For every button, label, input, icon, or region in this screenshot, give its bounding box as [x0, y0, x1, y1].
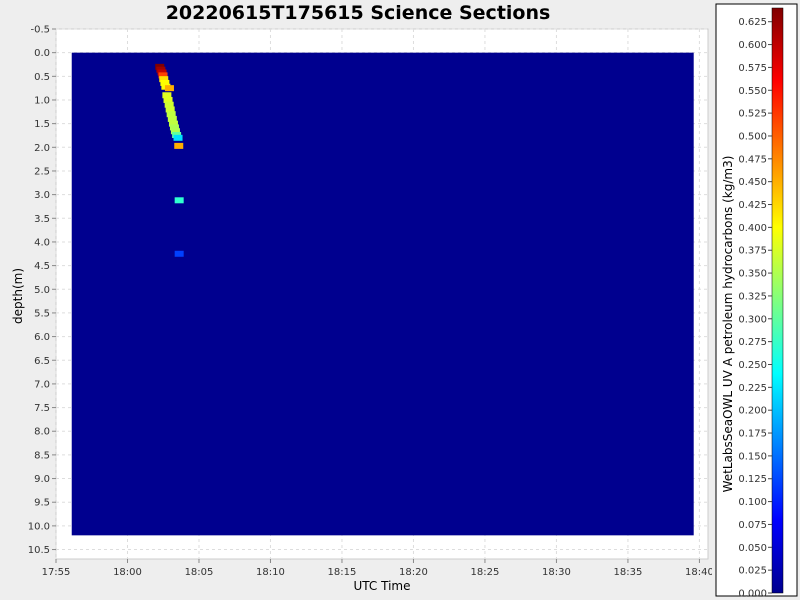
colorbar-tick-label: 0.350 [738, 269, 767, 280]
y-tick-label: 5.0 [34, 285, 50, 296]
x-tick-label: 18:00 [113, 567, 142, 578]
y-tick-label: 3.0 [34, 190, 50, 201]
colorbar-tick-label: 0.425 [738, 200, 767, 211]
y-tick-label: 8.0 [34, 427, 50, 438]
y-tick-label: 6.0 [34, 332, 50, 343]
data-cell [167, 115, 177, 122]
x-axis-ticks: 17:55 18:00 18:05 18:10 18:15 18:20 18:25 18:30… [42, 559, 712, 578]
y-tick-label: 5.5 [34, 308, 50, 319]
colorbar-tick-label: 0.225 [738, 383, 767, 394]
y-tick-label: 10.5 [28, 545, 50, 556]
data-cell [168, 120, 178, 127]
colorbar-tick-label: 0.075 [738, 520, 767, 531]
colorbar-tick-label: 0.025 [738, 566, 767, 577]
colorbar-tick-label: 0.525 [738, 109, 767, 120]
x-tick-label: 18:30 [542, 567, 571, 578]
y-tick-label: 9.5 [34, 498, 50, 509]
colorbar-tick-label: 0.500 [738, 131, 767, 142]
x-tick-label: 18:25 [471, 567, 500, 578]
x-tick-label: 18:05 [185, 567, 214, 578]
colorbar-tick-label: 0.575 [738, 63, 767, 74]
x-tick-label: 18:10 [256, 567, 285, 578]
y-tick-label: 2.5 [34, 166, 50, 177]
data-cells [155, 63, 184, 257]
colorbar-tick-label: 0.275 [738, 337, 767, 348]
y-tick-label: 2.0 [34, 143, 50, 154]
colorbar-tick-label: 0.000 [738, 589, 767, 600]
colorbar-tick-label: 0.400 [738, 223, 767, 234]
y-tick-label: 0.0 [34, 48, 50, 59]
x-tick-label: 17:55 [42, 567, 71, 578]
data-cell [164, 85, 174, 92]
colorbar-tick-label: 0.300 [738, 314, 767, 325]
colorbar-tick-label: 0.100 [738, 497, 767, 508]
data-cell [174, 197, 184, 204]
colorbar-tick-label: 0.375 [738, 246, 767, 257]
chart-title: 20220615T175615 Science Sections [166, 2, 551, 24]
y-tick-label: -0.5 [30, 25, 50, 36]
data-cell [169, 124, 179, 131]
y-tick-label: 4.0 [34, 237, 50, 248]
data-cell [164, 101, 174, 108]
data-cell [159, 76, 169, 83]
colorbar-tick-label: 0.050 [738, 543, 767, 554]
colorbar-tick-label: 0.175 [738, 429, 767, 440]
y-tick-label: 7.5 [34, 403, 50, 414]
colorbar-tick-label: 0.550 [738, 86, 767, 97]
data-cell [174, 250, 184, 257]
y-tick-label: 9.0 [34, 474, 50, 485]
y-axis-ticks: -0.5 0.0 0.5 1.0 1.5 2.0 2.5 3.0 3.5 4.0 4.5 5.0 5.5… [28, 25, 56, 556]
x-tick-label: 18:35 [614, 567, 643, 578]
data-background [71, 52, 694, 536]
data-cell [163, 96, 173, 103]
x-tick-label: 18:15 [328, 567, 357, 578]
data-cell [158, 72, 168, 79]
y-tick-label: 10.0 [28, 521, 50, 532]
y-axis-label: depth(m) [11, 268, 25, 324]
colorbar-tick-label: 0.250 [738, 360, 767, 371]
x-tick-label: 18:20 [399, 567, 428, 578]
y-tick-label: 4.5 [34, 261, 50, 272]
y-tick-label: 3.5 [34, 214, 50, 225]
data-cell [174, 142, 184, 149]
colorbar-gradient [771, 7, 784, 594]
data-cell [165, 106, 175, 113]
y-tick-label: 1.0 [34, 95, 50, 106]
colorbar-tick-label: 0.150 [738, 451, 767, 462]
colorbar-tick-label: 0.450 [738, 177, 767, 188]
data-cell [170, 128, 180, 135]
y-tick-label: 0.5 [34, 72, 50, 83]
colorbar-ticks: 0.000 0.025 0.050 0.075 0.100 0.125 0.150 0.175… [738, 17, 772, 600]
colorbar-panel [715, 3, 798, 597]
x-axis-label: UTC Time [354, 579, 411, 593]
data-cell [166, 111, 176, 118]
colorbar-label: WetLabsSeaOWL UV A petroleum hydrocarbon… [721, 156, 735, 493]
y-tick-label: 1.5 [34, 119, 50, 130]
colorbar-tick-label: 0.625 [738, 17, 767, 28]
data-cell [173, 134, 183, 141]
y-tick-label: 7.0 [34, 379, 50, 390]
science-section-chart: 17:55 18:00 18:05 18:10 18:15 18:20 18:25 18:30… [11, 2, 712, 593]
y-tick-label: 6.5 [34, 356, 50, 367]
colorbar-tick-label: 0.475 [738, 154, 767, 165]
colorbar-tick-label: 0.325 [738, 291, 767, 302]
data-cell [160, 79, 170, 86]
data-cell [162, 92, 172, 99]
colorbar-tick-label: 0.200 [738, 406, 767, 417]
colorbar-tick-label: 0.600 [738, 40, 767, 51]
colorbar-tick-label: 0.125 [738, 474, 767, 485]
x-tick-label: 18:40 [685, 567, 712, 578]
y-tick-label: 8.5 [34, 450, 50, 461]
